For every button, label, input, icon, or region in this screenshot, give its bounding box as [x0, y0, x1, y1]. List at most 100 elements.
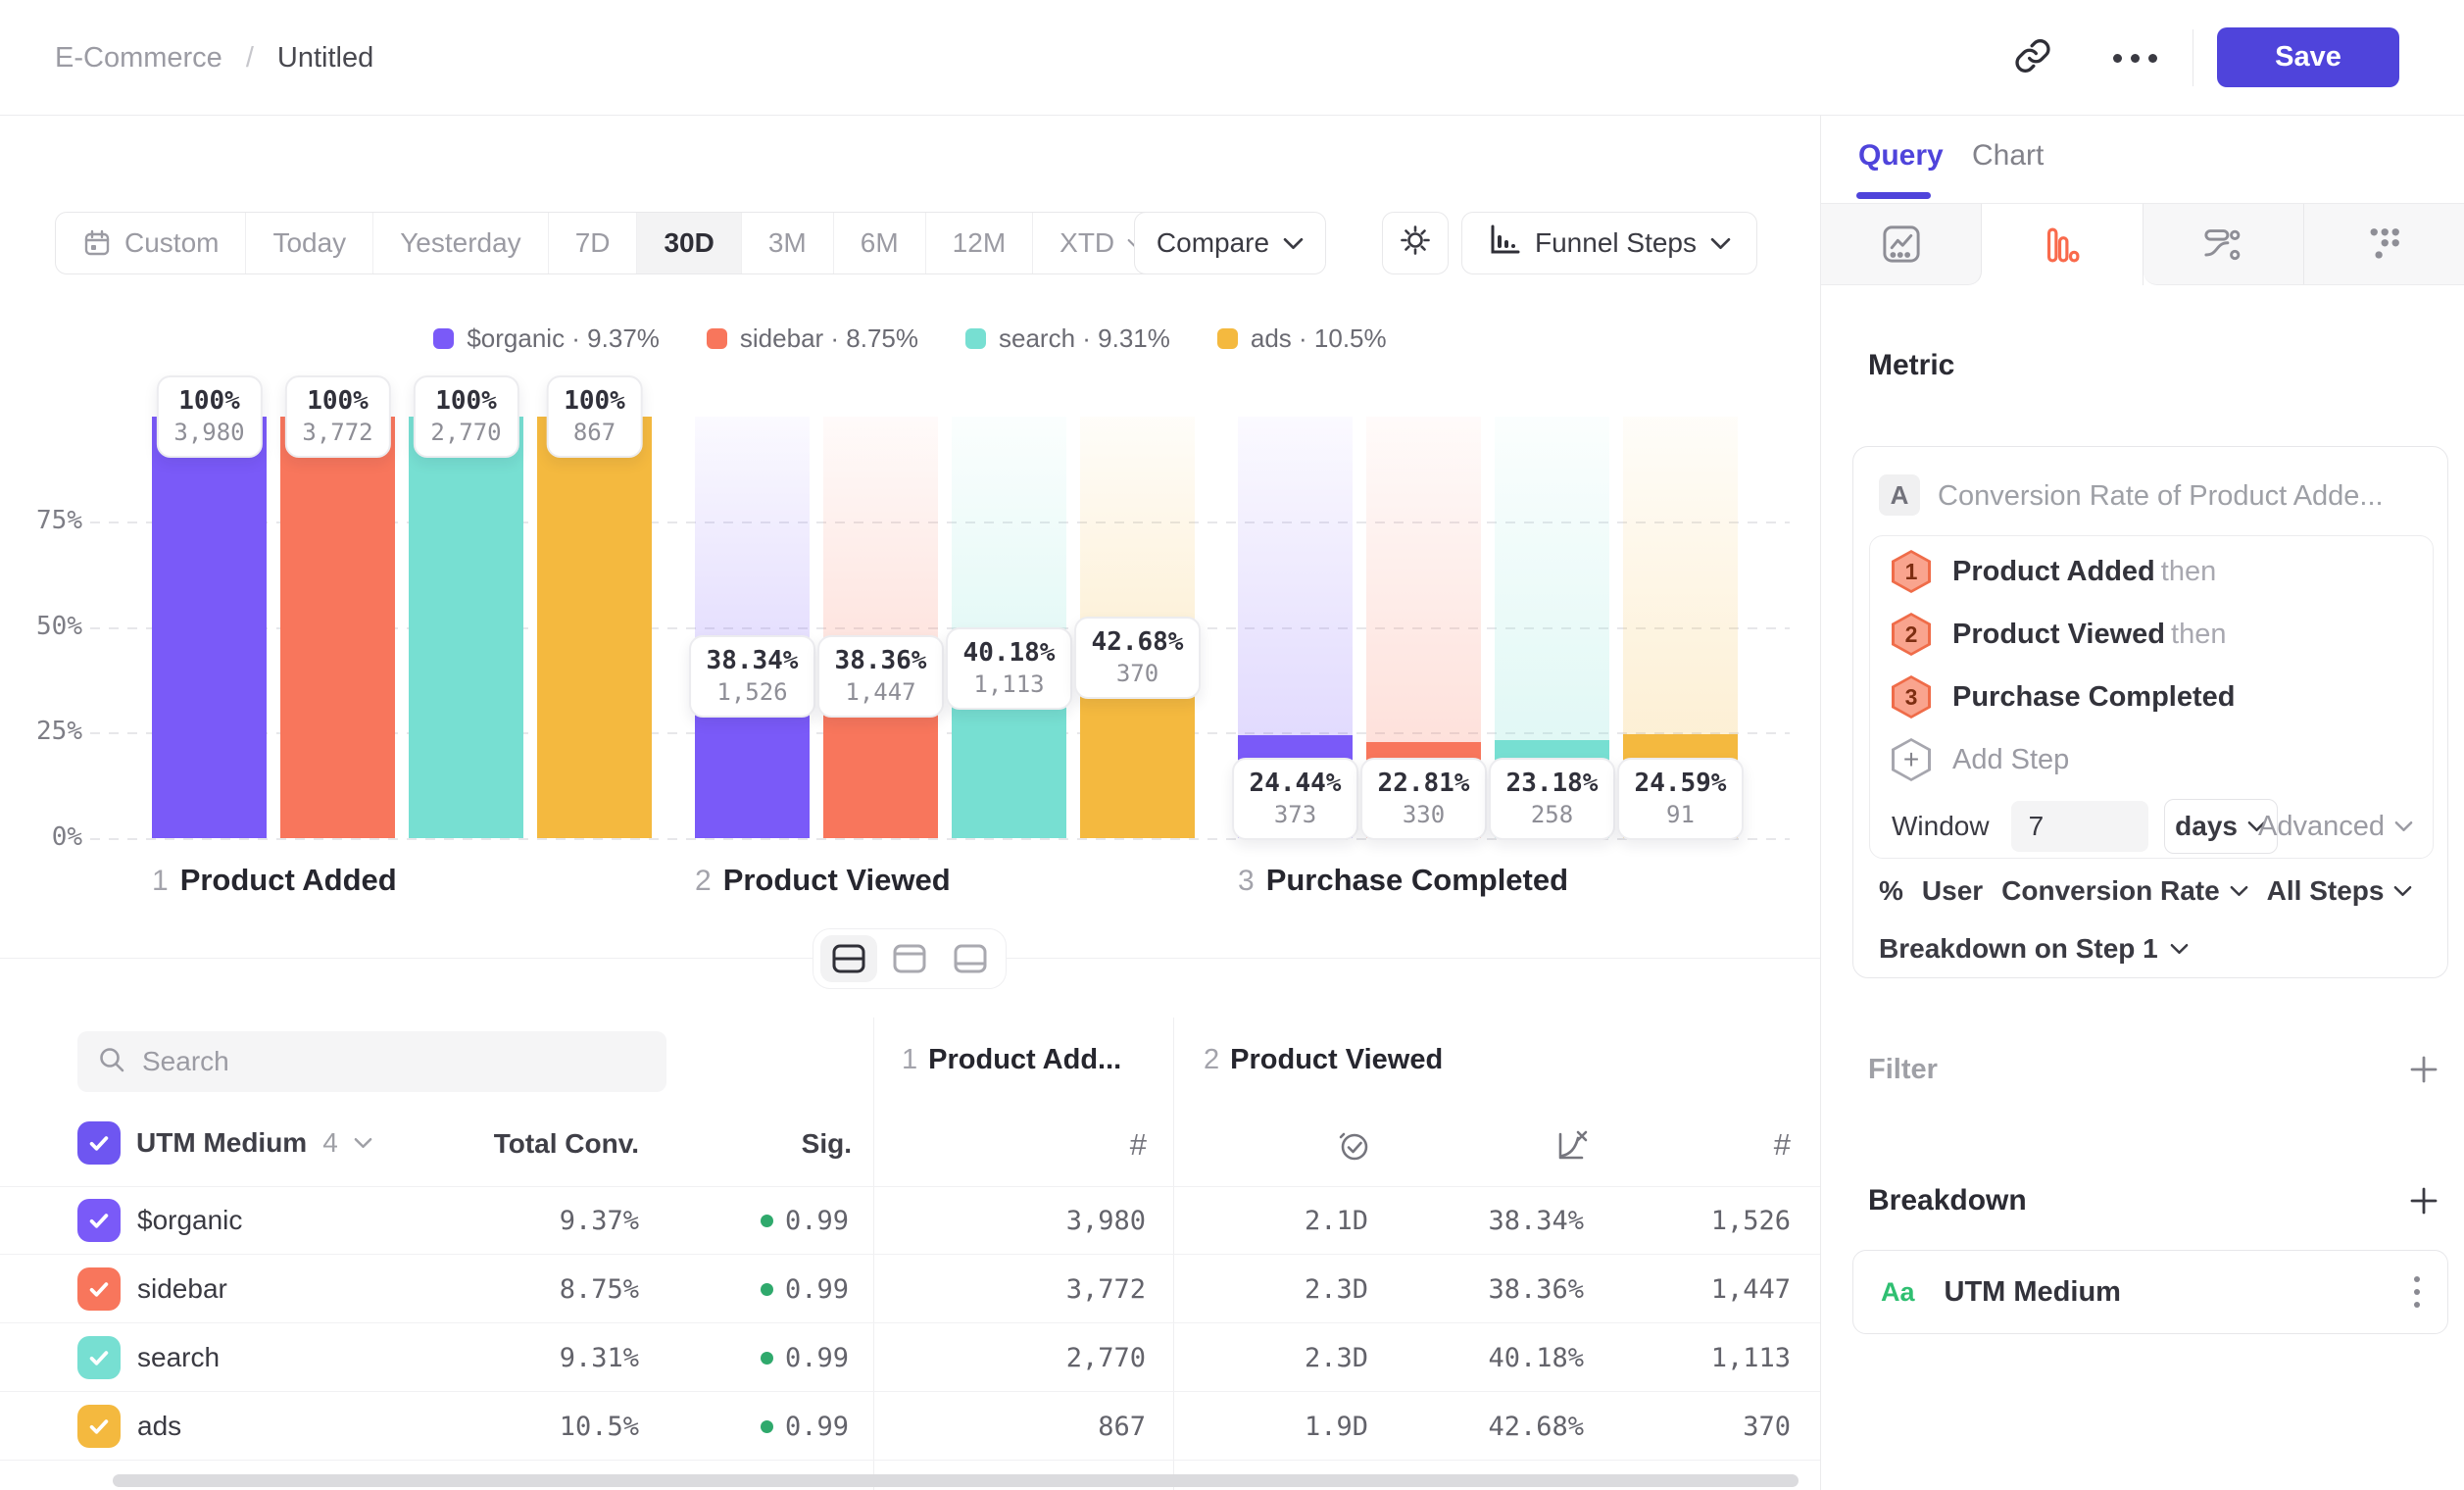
legend-swatch: [965, 328, 987, 349]
row-checkbox[interactable]: [77, 1336, 121, 1379]
total-conv-column-header[interactable]: Total Conv.: [493, 1128, 639, 1159]
funnel-bar-sidebar-step1[interactable]: [280, 417, 395, 838]
step1-count-column-icon[interactable]: #: [1129, 1127, 1147, 1162]
legend-swatch: [706, 328, 727, 349]
range-custom[interactable]: Custom: [56, 213, 245, 273]
bar-value-card: 23.18% 258: [1488, 758, 1616, 840]
sig-column-header[interactable]: Sig.: [801, 1128, 852, 1159]
time-to-convert-icon: [1339, 1132, 1368, 1161]
breakdown-on-step-dropdown[interactable]: Breakdown on Step 1: [1879, 933, 2189, 965]
window-unit-dropdown[interactable]: days: [2163, 799, 2278, 854]
cell-total: 8.75%: [559, 1273, 639, 1305]
tab-query[interactable]: Query: [1858, 139, 1944, 172]
funnel-bar-organic-step1[interactable]: [152, 417, 267, 838]
horizontal-scrollbar[interactable]: [113, 1474, 1799, 1487]
search-input[interactable]: [142, 1046, 647, 1077]
advanced-dropdown[interactable]: Advanced: [2258, 811, 2413, 843]
row-checkbox[interactable]: [77, 1405, 121, 1448]
significance-dot: [760, 1214, 773, 1227]
cell-s1_count: 3,772: [1065, 1273, 1146, 1305]
metric-title[interactable]: Conversion Rate of Product Adde...: [1938, 480, 2384, 512]
flows-report-tab[interactable]: [2143, 204, 2304, 285]
table-row-search[interactable]: search 0.99 9.31% 2,770 2.3D 40.18% 1,113: [0, 1323, 1820, 1392]
breakdown-column-header[interactable]: UTM Medium 4: [77, 1121, 372, 1165]
breadcrumb: E-Commerce / Untitled: [55, 0, 373, 116]
insights-report-tab[interactable]: [1821, 204, 1983, 285]
retention-report-tab[interactable]: [2303, 204, 2464, 285]
layout-table-only-button[interactable]: [942, 935, 999, 982]
tab-chart[interactable]: Chart: [1972, 139, 2045, 172]
table-row-organic[interactable]: $organic 0.99 9.37% 3,980 2.1D 38.34% 1,526: [0, 1186, 1820, 1255]
table-row-sidebar[interactable]: sidebar 0.99 8.75% 3,772 2.3D 38.36% 1,447: [0, 1255, 1820, 1323]
row-label: ads: [137, 1411, 182, 1441]
range-7d[interactable]: 7D: [547, 213, 637, 273]
funnel-bar-ads-step1[interactable]: [537, 417, 652, 838]
copy-link-button[interactable]: [2007, 35, 2058, 80]
cell-s2_time: 2.1D: [1304, 1205, 1368, 1236]
range-12m[interactable]: 12M: [924, 213, 1032, 273]
cell-total: 9.37%: [559, 1205, 639, 1236]
bar-converted-area: [280, 417, 395, 838]
row-label: search: [137, 1342, 221, 1372]
add-step-button[interactable]: + Add Step: [1892, 738, 2069, 781]
query-step-3[interactable]: 3 Purchase Completed: [1892, 675, 2241, 719]
breadcrumb-report-name[interactable]: Untitled: [276, 41, 374, 74]
row-label: $organic: [137, 1205, 243, 1235]
compare-label: Compare: [1156, 227, 1270, 258]
cell-s2_count: 1,526: [1710, 1205, 1791, 1236]
add-breakdown-button[interactable]: [2407, 1184, 2440, 1217]
legend-item-ads[interactable]: ads · 10.5%: [1216, 323, 1387, 354]
breakdown-property-card[interactable]: Aa UTM Medium: [1852, 1250, 2448, 1334]
step2-conv-rate-column-icon[interactable]: [1521, 1125, 1590, 1165]
window-value-input[interactable]: [2010, 801, 2148, 852]
window-label: Window: [1892, 811, 1990, 841]
legend-item-search[interactable]: search · 9.31%: [965, 323, 1170, 354]
legend-item-organic[interactable]: $organic · 9.37%: [433, 323, 660, 354]
breadcrumb-separator: /: [245, 41, 254, 74]
funnel-bar-search-step1[interactable]: [409, 417, 523, 838]
funnels-report-tab[interactable]: [1982, 204, 2144, 285]
bar-value-card: 38.36% 1,447: [816, 635, 945, 719]
more-options-button[interactable]: [2103, 35, 2166, 80]
range-today[interactable]: Today: [245, 213, 372, 273]
compare-button[interactable]: Compare: [1134, 212, 1326, 274]
range-30d[interactable]: 30D: [636, 213, 741, 273]
funnel-bar-organic-step2[interactable]: [695, 417, 810, 838]
save-button[interactable]: Save: [2217, 27, 2399, 87]
layout-chart-only-button[interactable]: [881, 935, 938, 982]
kebab-menu-icon[interactable]: [2414, 1276, 2420, 1308]
step2-count-column-icon[interactable]: #: [1773, 1127, 1791, 1162]
cell-s2_conv: 38.34%: [1488, 1205, 1584, 1236]
chart-settings-button[interactable]: [1382, 212, 1449, 274]
measure-steps-dropdown[interactable]: All Steps: [2267, 875, 2413, 907]
range-6m[interactable]: 6M: [832, 213, 925, 273]
add-filter-button[interactable]: [2407, 1053, 2440, 1086]
range-xtd[interactable]: XTD: [1032, 213, 1170, 273]
legend-item-sidebar[interactable]: sidebar · 8.75%: [706, 323, 918, 354]
range-3m[interactable]: 3M: [740, 213, 833, 273]
measure-entity[interactable]: User: [1921, 875, 1984, 906]
cell-sig: 0.99: [666, 1323, 849, 1392]
row-checkbox[interactable]: [77, 1267, 121, 1311]
range-yesterday[interactable]: Yesterday: [372, 213, 548, 273]
insights-icon: [1883, 225, 1920, 263]
table-row-ads[interactable]: ads 0.99 10.5% 867 1.9D 42.68% 370: [0, 1392, 1820, 1461]
step2-time-column-icon[interactable]: [1304, 1125, 1372, 1165]
breadcrumb-project[interactable]: E-Commerce: [55, 41, 222, 74]
legend-swatch: [1216, 328, 1238, 349]
row-checkbox[interactable]: [77, 1199, 121, 1242]
query-step-2[interactable]: 2 Product Viewed then: [1892, 613, 2226, 656]
breakdown-section: Breakdown: [1868, 1184, 2440, 1217]
layout-split-button[interactable]: [820, 935, 877, 982]
chart-view-button[interactable]: Funnel Steps: [1461, 212, 1757, 274]
chevron-down-icon: [1283, 237, 1304, 249]
funnel-bar-sidebar-step2[interactable]: [823, 417, 938, 838]
conversion-window-row: Window days Advanced: [1892, 799, 2413, 854]
link-icon: [2013, 36, 2052, 80]
metric-card: A Conversion Rate of Product Adde... 1 P…: [1852, 446, 2448, 978]
gridline: [90, 838, 1790, 840]
measure-type-dropdown[interactable]: Conversion Rate: [2001, 875, 2248, 907]
query-step-1[interactable]: 1 Product Added then: [1892, 550, 2216, 593]
chevron-down-icon: [2394, 820, 2413, 832]
select-all-checkbox[interactable]: [77, 1121, 121, 1165]
